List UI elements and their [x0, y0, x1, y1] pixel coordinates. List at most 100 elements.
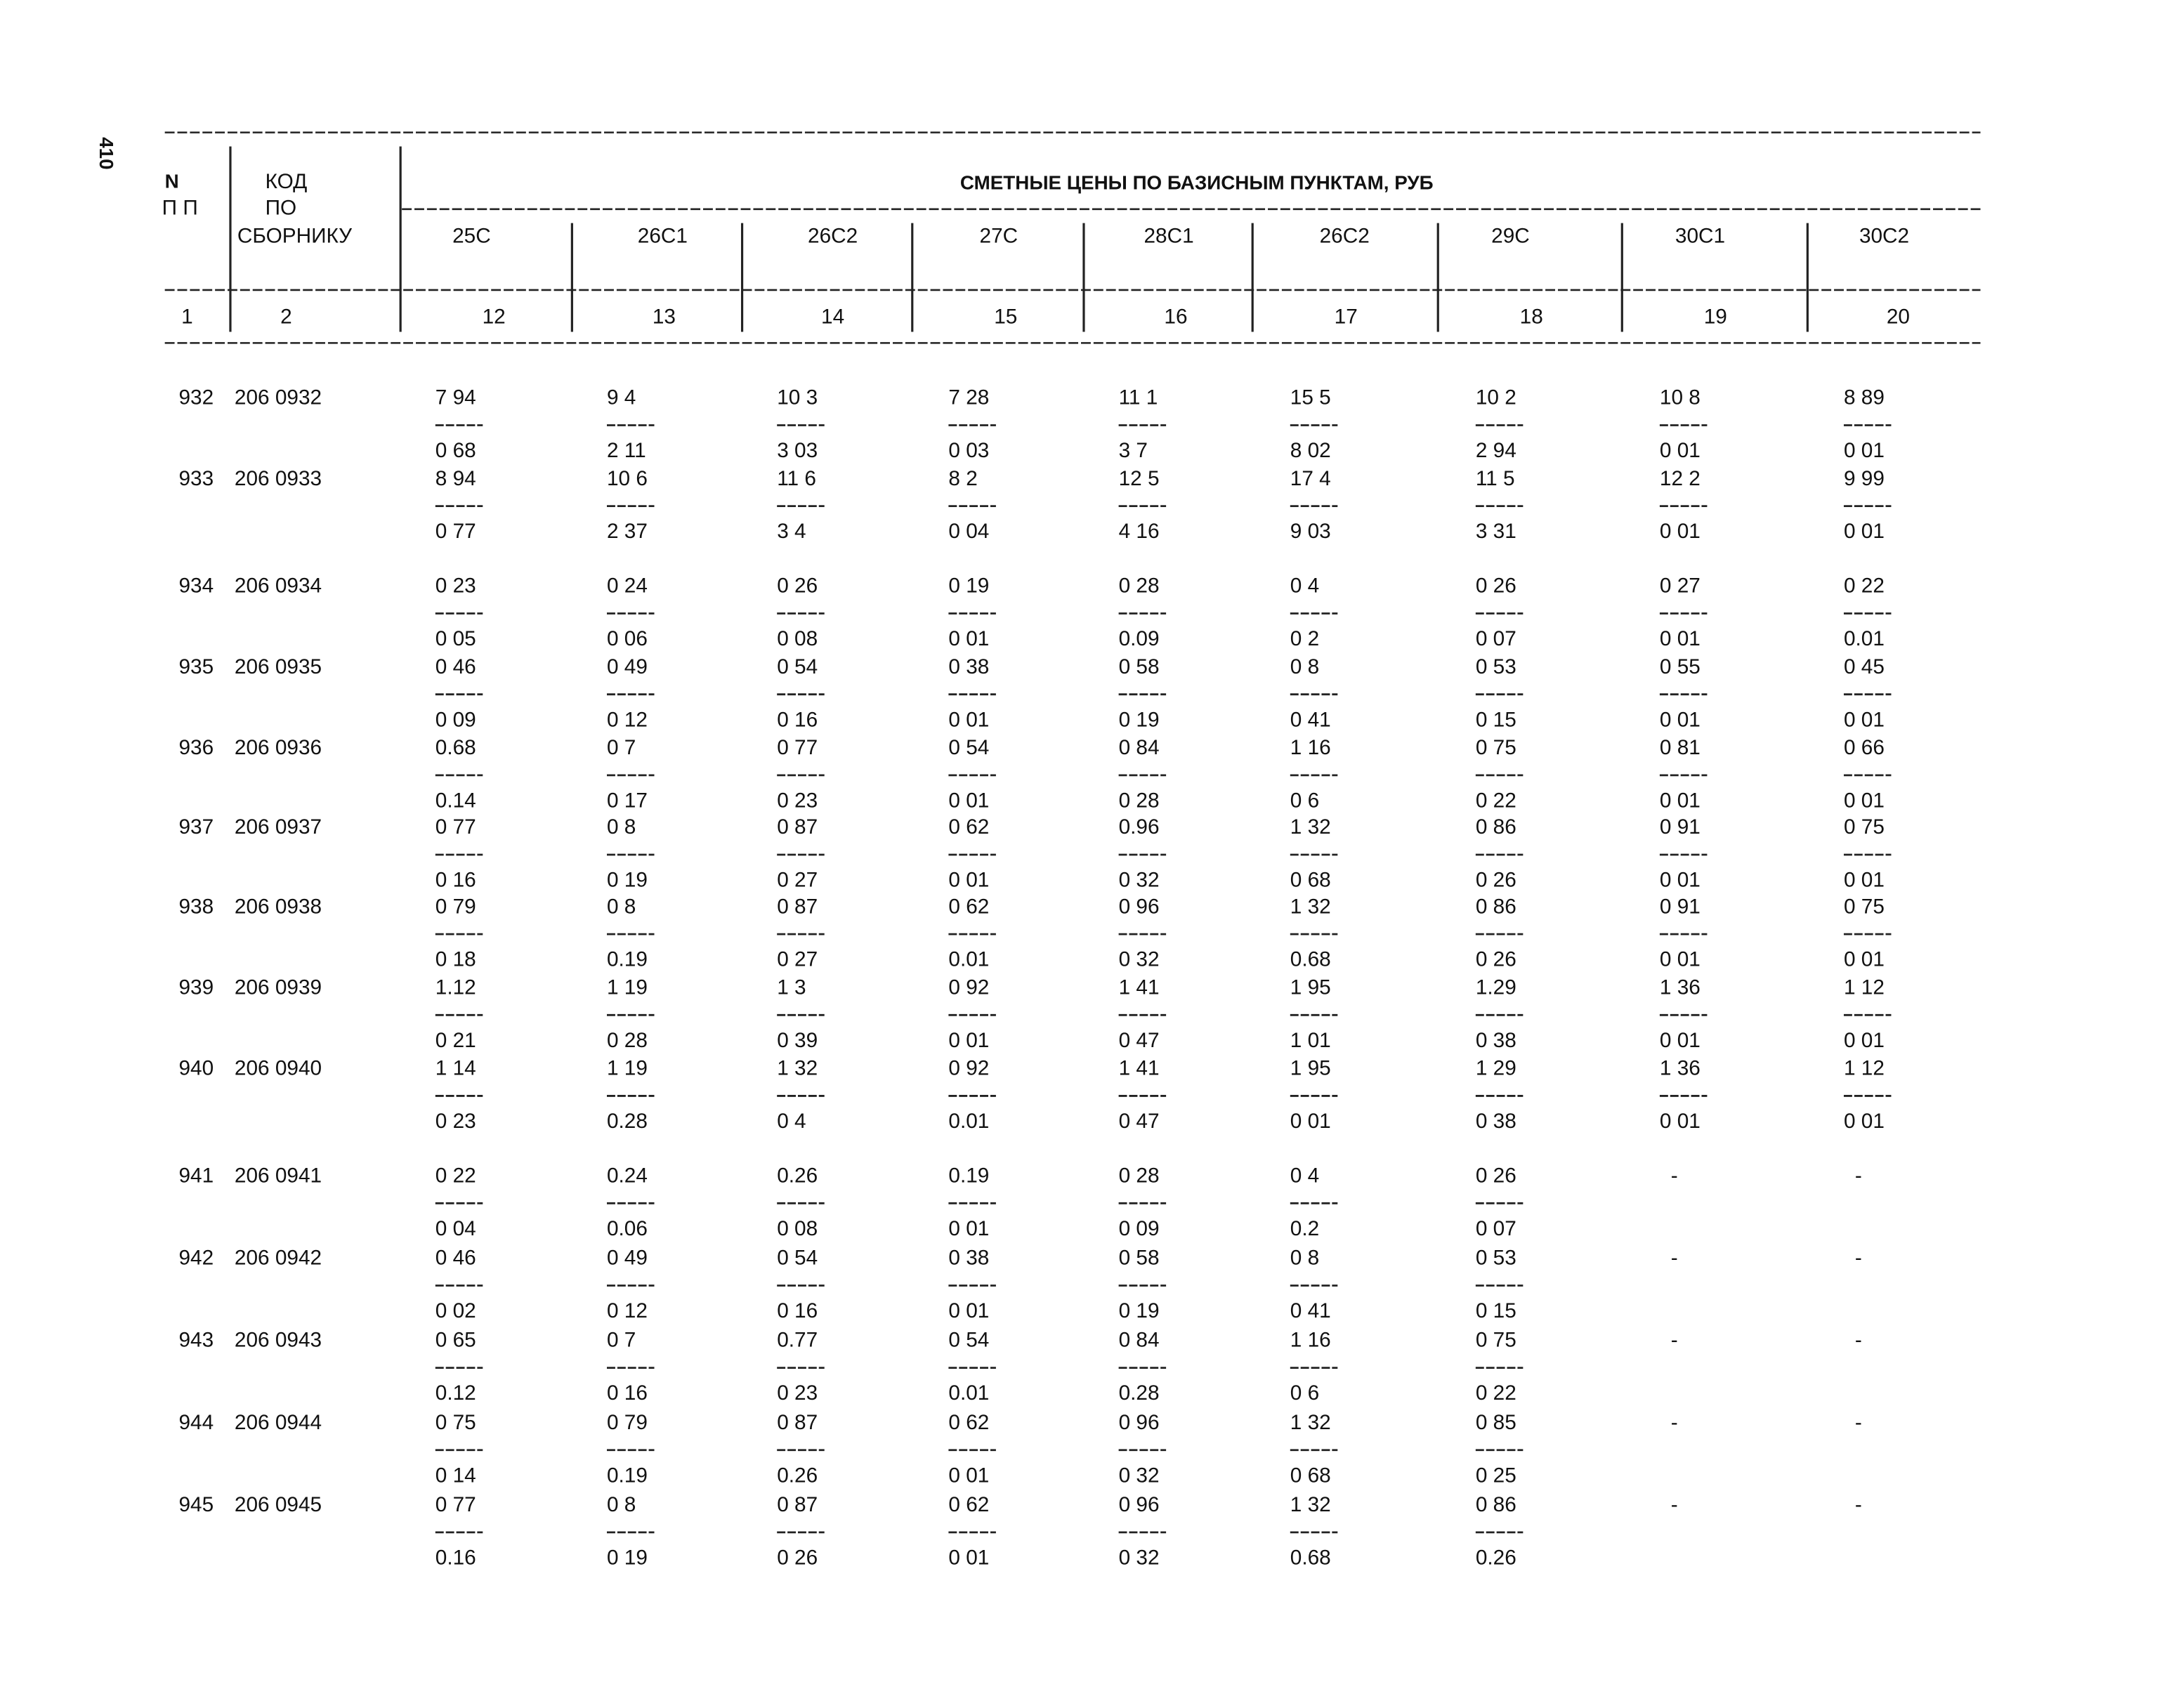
column-number: 17 [1335, 306, 1358, 329]
cell-bottom: 0 01 [1844, 789, 1885, 812]
cell-bottom: 3 4 [777, 520, 806, 543]
cell-top: 1 14 [435, 1057, 476, 1080]
cell-top: 1 36 [1660, 1057, 1701, 1080]
cell-bottom: 0 19 [1119, 708, 1160, 731]
cell-top: 1 19 [607, 1057, 648, 1080]
cell-bottom: 3 03 [777, 439, 818, 462]
cell-bottom: 0 23 [777, 789, 818, 812]
cell-bottom: 0 19 [607, 1546, 648, 1569]
header-title: СМЕТНЫЕ ЦЕНЫ ПО БАЗИСНЫМ ПУНКТАМ, РУБ [960, 171, 1434, 193]
row-code: 206 0936 [235, 736, 322, 759]
cell-top: 0 54 [777, 655, 818, 678]
cell-top: 0 54 [948, 1329, 989, 1352]
cell-top: 0.19 [948, 1164, 989, 1187]
cell-top: 0 79 [435, 895, 476, 918]
cell-bottom: 2 37 [607, 520, 648, 543]
header-code: КОД [266, 170, 308, 193]
cell-bottom: 0 01 [1660, 948, 1701, 971]
cell-top: 11 6 [777, 467, 816, 490]
cell-bottom: 0 68 [1290, 869, 1331, 892]
cell-top: 0 4 [1290, 574, 1319, 598]
cell-bottom: 3 31 [1476, 520, 1516, 543]
cell-bottom: 0 01 [1844, 439, 1885, 462]
cell-bottom: 0 32 [1119, 1464, 1160, 1487]
cell-top: 9 99 [1844, 467, 1885, 490]
column-number: 1 [181, 306, 193, 329]
cell-top: 0 86 [1476, 815, 1516, 839]
cell-bottom: 0 19 [607, 869, 648, 892]
row-number: 936 [179, 736, 214, 759]
cell-top: 0 8 [1290, 1247, 1319, 1270]
cell-bottom: 0 01 [1660, 520, 1701, 543]
cell-bottom: 0.16 [435, 1546, 476, 1569]
row-code: 206 0940 [235, 1057, 322, 1080]
cell-top: 11 5 [1476, 467, 1515, 490]
column-number: 16 [1164, 306, 1187, 329]
cell-top: 0 8 [607, 815, 636, 839]
row-number: 934 [179, 574, 214, 598]
cell-bottom: 0.26 [777, 1464, 818, 1487]
cell-bottom: 0.12 [435, 1381, 476, 1405]
row-code: 206 0939 [235, 975, 322, 999]
cell-bottom: 0 15 [1476, 708, 1516, 731]
cell-top: 0 91 [1660, 815, 1701, 839]
cell-bottom: 0 6 [1290, 789, 1319, 812]
column-number: 14 [821, 306, 844, 329]
cell-top: 10 2 [1476, 386, 1516, 409]
cell-top: 0 38 [948, 655, 989, 678]
column-head: 30С1 [1675, 224, 1725, 247]
cell-bottom: 0 47 [1119, 1110, 1160, 1133]
cell-top: 0 87 [777, 1411, 818, 1434]
cell-bottom: 0.26 [1476, 1546, 1516, 1569]
cell-top: 10 6 [607, 467, 648, 490]
cell-top: 0 62 [948, 1411, 989, 1434]
cell-bottom: 0 01 [1844, 520, 1885, 543]
cell-bottom: 0 32 [1119, 1546, 1160, 1569]
cell-top: 0 8 [1290, 655, 1319, 678]
cell-bottom: 0 22 [1476, 1381, 1516, 1405]
cell-bottom: 0 16 [607, 1381, 648, 1405]
cell-dash: - [1671, 1411, 1678, 1434]
cell-bottom: 0 16 [777, 1299, 818, 1322]
cell-top: 0 66 [1844, 736, 1885, 759]
cell-bottom: 0 01 [948, 708, 989, 731]
column-head: 28С1 [1144, 224, 1193, 247]
header-code: ПО [266, 197, 297, 220]
cell-bottom: 0 05 [435, 627, 476, 650]
row-code: 206 0943 [235, 1329, 322, 1352]
cell-dash: - [1671, 1329, 1678, 1352]
cell-bottom: 0 08 [777, 627, 818, 650]
cell-bottom: 2 11 [607, 439, 646, 462]
cell-bottom: 0 23 [777, 1381, 818, 1405]
cell-bottom: 0 22 [1476, 789, 1516, 812]
cell-top: 0 46 [435, 655, 476, 678]
cell-top: 0 7 [607, 1329, 636, 1352]
cell-bottom: 4 16 [1119, 520, 1160, 543]
cell-top: 0 62 [948, 815, 989, 839]
column-head: 26С2 [1320, 224, 1370, 247]
cell-bottom: 0 04 [948, 520, 989, 543]
cell-top: 1 32 [1290, 1493, 1331, 1516]
cell-top: 0.77 [777, 1329, 818, 1352]
cell-top: 0 86 [1476, 895, 1516, 918]
cell-top: 0 49 [607, 1247, 648, 1270]
cell-bottom: 0 01 [1660, 869, 1701, 892]
cell-bottom: 0 01 [948, 789, 989, 812]
cell-bottom: 0 01 [1660, 627, 1701, 650]
cell-bottom: 0 01 [1660, 789, 1701, 812]
cell-top: 0 75 [1844, 815, 1885, 839]
row-number: 944 [179, 1411, 214, 1434]
cell-top: 7 94 [435, 386, 476, 409]
cell-bottom: 0 41 [1290, 1299, 1331, 1322]
cell-top: 1 36 [1660, 975, 1701, 999]
row-code: 206 0935 [235, 655, 322, 678]
column-number: 2 [280, 306, 292, 329]
cell-bottom: 0 01 [948, 869, 989, 892]
cell-top: 1 12 [1844, 1057, 1885, 1080]
column-number: 13 [653, 306, 676, 329]
cell-bottom: 0 23 [435, 1110, 476, 1133]
cell-bottom: 0 16 [777, 708, 818, 731]
cell-top: 0 26 [1476, 574, 1516, 598]
cell-top: 9 4 [607, 386, 636, 409]
